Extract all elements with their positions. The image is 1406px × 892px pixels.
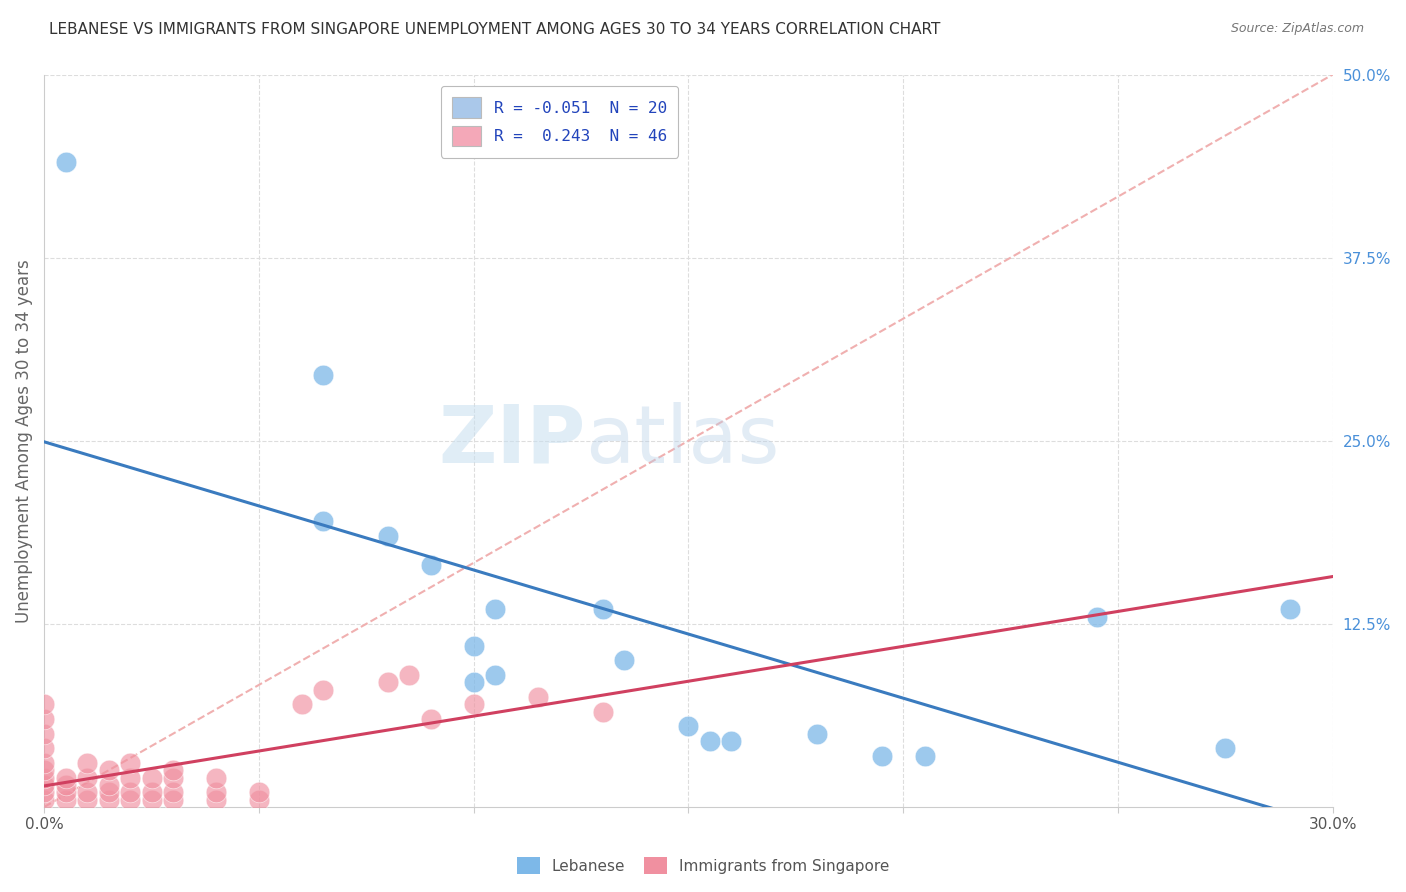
Point — [118, 792, 141, 806]
Point — [914, 748, 936, 763]
Point — [377, 529, 399, 543]
Point — [484, 668, 506, 682]
Point — [97, 792, 120, 806]
Point — [527, 690, 550, 705]
Point — [870, 748, 893, 763]
Point — [55, 771, 77, 785]
Point — [32, 764, 55, 778]
Point — [312, 514, 335, 528]
Text: atlas: atlas — [585, 401, 780, 480]
Point — [141, 785, 163, 799]
Point — [76, 756, 98, 770]
Point — [592, 705, 614, 719]
Point — [463, 675, 485, 690]
Point — [55, 778, 77, 792]
Point — [806, 727, 828, 741]
Point — [32, 785, 55, 799]
Point — [247, 792, 270, 806]
Point — [76, 785, 98, 799]
Point — [398, 668, 420, 682]
Point — [32, 727, 55, 741]
Point — [678, 719, 700, 733]
Point — [720, 734, 742, 748]
Point — [205, 785, 228, 799]
Point — [76, 792, 98, 806]
Point — [613, 653, 636, 667]
Point — [76, 771, 98, 785]
Point — [377, 675, 399, 690]
Text: ZIP: ZIP — [439, 401, 585, 480]
Point — [32, 792, 55, 806]
Point — [118, 771, 141, 785]
Point — [141, 792, 163, 806]
Point — [32, 778, 55, 792]
Point — [484, 602, 506, 616]
Point — [592, 602, 614, 616]
Point — [1278, 602, 1301, 616]
Point — [463, 639, 485, 653]
Point — [312, 368, 335, 382]
Point — [463, 698, 485, 712]
Point — [32, 756, 55, 770]
Point — [1085, 609, 1108, 624]
Point — [247, 785, 270, 799]
Point — [162, 771, 184, 785]
Point — [97, 785, 120, 799]
Point — [419, 558, 441, 573]
Point — [141, 771, 163, 785]
Point — [32, 771, 55, 785]
Legend: R = -0.051  N = 20, R =  0.243  N = 46: R = -0.051 N = 20, R = 0.243 N = 46 — [441, 87, 678, 158]
Point — [97, 764, 120, 778]
Point — [699, 734, 721, 748]
Point — [312, 682, 335, 697]
Point — [97, 778, 120, 792]
Point — [32, 698, 55, 712]
Legend: Lebanese, Immigrants from Singapore: Lebanese, Immigrants from Singapore — [510, 851, 896, 880]
Point — [162, 785, 184, 799]
Point — [55, 792, 77, 806]
Point — [32, 712, 55, 726]
Point — [162, 792, 184, 806]
Point — [162, 764, 184, 778]
Point — [55, 155, 77, 169]
Point — [419, 712, 441, 726]
Point — [1215, 741, 1237, 756]
Text: LEBANESE VS IMMIGRANTS FROM SINGAPORE UNEMPLOYMENT AMONG AGES 30 TO 34 YEARS COR: LEBANESE VS IMMIGRANTS FROM SINGAPORE UN… — [49, 22, 941, 37]
Point — [205, 771, 228, 785]
Text: Source: ZipAtlas.com: Source: ZipAtlas.com — [1230, 22, 1364, 36]
Point — [205, 792, 228, 806]
Y-axis label: Unemployment Among Ages 30 to 34 years: Unemployment Among Ages 30 to 34 years — [15, 259, 32, 623]
Point — [118, 756, 141, 770]
Point — [32, 741, 55, 756]
Point — [118, 785, 141, 799]
Point — [55, 785, 77, 799]
Point — [291, 698, 314, 712]
